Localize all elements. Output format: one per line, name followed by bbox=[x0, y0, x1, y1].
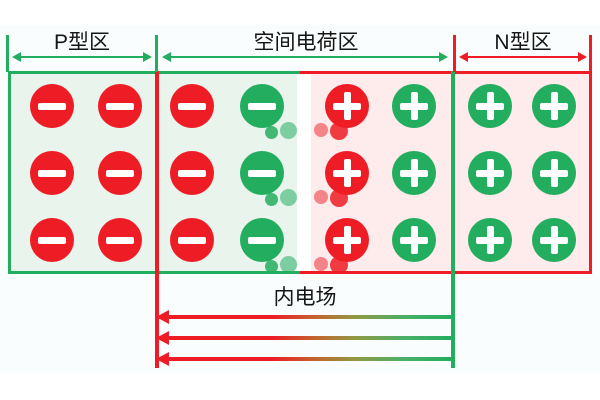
minus-sign bbox=[248, 236, 276, 244]
minus-sign bbox=[106, 236, 134, 244]
depletion-left-boundary-line bbox=[155, 71, 159, 368]
diffusion-bubble-icon bbox=[279, 255, 297, 273]
n-region-extent-arrow-icon bbox=[459, 52, 587, 62]
minus-sign bbox=[178, 169, 206, 177]
tick-n-right-icon bbox=[589, 35, 592, 72]
diffusion-bubble-icon bbox=[330, 256, 348, 274]
green-plus-charge-icon bbox=[532, 151, 576, 195]
diffusion-bubble-icon bbox=[279, 121, 297, 139]
diffusion-bubble-icon bbox=[264, 259, 278, 273]
internal-field-arrow-icon bbox=[156, 331, 452, 345]
red-plus-charge-icon bbox=[314, 218, 369, 274]
green-plus-charge-icon bbox=[532, 84, 576, 128]
minus-sign bbox=[38, 102, 66, 110]
green-plus-charge-icon bbox=[468, 151, 512, 195]
internal-field-arrow-icon bbox=[156, 352, 452, 366]
plus-sign-vertical bbox=[410, 159, 418, 187]
green-minus-charge-icon bbox=[240, 218, 297, 273]
diffusion-bubble-icon bbox=[330, 189, 348, 207]
diffusion-bubble-icon bbox=[330, 122, 348, 140]
red-minus-charge-icon bbox=[30, 218, 74, 262]
green-plus-charge-icon bbox=[532, 218, 576, 262]
plus-sign-vertical bbox=[410, 226, 418, 254]
internal-field-arrow-icon bbox=[156, 310, 452, 324]
red-minus-charge-icon bbox=[170, 151, 214, 195]
plus-sign-vertical bbox=[550, 226, 558, 254]
minus-sign bbox=[38, 169, 66, 177]
minus-sign bbox=[178, 236, 206, 244]
minus-sign bbox=[106, 102, 134, 110]
plus-sign-vertical bbox=[486, 226, 494, 254]
plus-sign-vertical bbox=[486, 159, 494, 187]
green-minus-charge-icon bbox=[240, 151, 297, 206]
space-charge-region-label: 空间电荷区 bbox=[253, 31, 359, 54]
plus-sign-vertical bbox=[343, 159, 351, 187]
red-minus-charge-icon bbox=[98, 84, 142, 128]
space-charge-extent-arrow-icon bbox=[162, 52, 448, 62]
tick-p-left-icon bbox=[6, 35, 9, 72]
diffusion-bubble-icon bbox=[314, 257, 328, 271]
plus-sign-vertical bbox=[486, 92, 494, 120]
diffusion-bubble-icon bbox=[264, 125, 278, 139]
p-side-box-border bbox=[8, 71, 300, 274]
red-minus-charge-icon bbox=[170, 84, 214, 128]
minus-sign bbox=[178, 102, 206, 110]
plus-sign-vertical bbox=[343, 226, 351, 254]
plus-sign-vertical bbox=[410, 92, 418, 120]
red-minus-charge-icon bbox=[170, 218, 214, 262]
diffusion-bubble-icon bbox=[314, 123, 328, 137]
internal-field-label: 内电场 bbox=[273, 286, 337, 309]
green-plus-charge-icon bbox=[468, 218, 512, 262]
diffusion-bubble-icon bbox=[314, 190, 328, 204]
green-minus-charge-icon bbox=[240, 84, 297, 139]
minus-sign bbox=[248, 169, 276, 177]
red-minus-charge-icon bbox=[30, 151, 74, 195]
tick-p-right-icon bbox=[155, 35, 158, 72]
red-minus-charge-icon bbox=[98, 218, 142, 262]
p-region-extent-arrow-icon bbox=[12, 52, 152, 62]
diffusion-bubble-icon bbox=[264, 192, 278, 206]
minus-sign bbox=[248, 102, 276, 110]
green-plus-charge-icon bbox=[392, 84, 436, 128]
green-plus-charge-icon bbox=[468, 84, 512, 128]
plus-sign-vertical bbox=[343, 92, 351, 120]
diffusion-bubble-icon bbox=[279, 188, 297, 206]
p-region-label: P型区 bbox=[53, 31, 110, 54]
green-plus-charge-icon bbox=[392, 218, 436, 262]
tick-n-left-icon bbox=[453, 35, 456, 72]
n-region-label: N型区 bbox=[494, 31, 552, 54]
red-plus-charge-icon bbox=[314, 84, 369, 140]
n-side-box-border bbox=[300, 71, 592, 274]
depletion-right-boundary-line bbox=[451, 71, 455, 368]
minus-sign bbox=[106, 169, 134, 177]
junction-gap bbox=[297, 74, 311, 271]
green-plus-charge-icon bbox=[392, 151, 436, 195]
plus-sign-vertical bbox=[550, 92, 558, 120]
plus-sign-vertical bbox=[550, 159, 558, 187]
red-minus-charge-icon bbox=[98, 151, 142, 195]
minus-sign bbox=[38, 236, 66, 244]
red-minus-charge-icon bbox=[30, 84, 74, 128]
red-plus-charge-icon bbox=[314, 151, 369, 207]
